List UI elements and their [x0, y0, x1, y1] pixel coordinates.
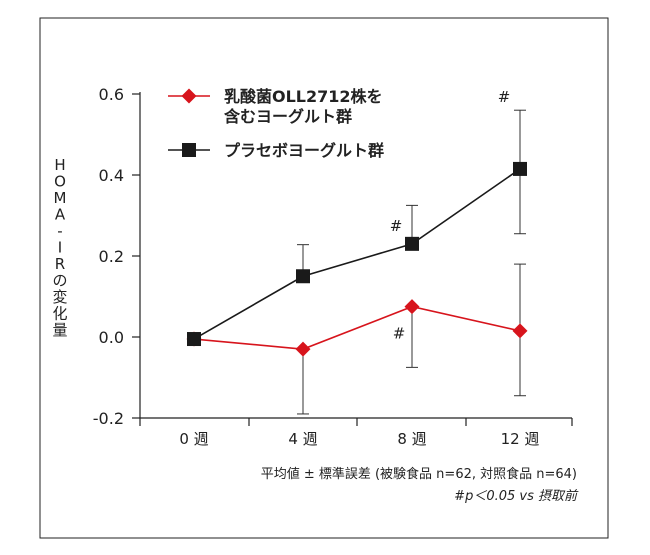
legend-square-marker [182, 143, 196, 157]
series-markers [186, 161, 528, 357]
data-point-square [187, 332, 201, 347]
legend-label: 含むヨーグルト群 [224, 107, 352, 126]
y-tick-label: 0.4 [99, 166, 124, 185]
significance-mark: # [393, 325, 406, 343]
data-point-diamond [404, 299, 420, 315]
footnote-significance: #p＜0.05 vs 摂取前 [454, 489, 579, 504]
x-tick-label: 4 週 [288, 430, 317, 448]
significance-mark: # [390, 217, 403, 235]
y-axis-label: H O M A -I R の変化量 [52, 156, 67, 339]
x-tick-label: 8 週 [397, 430, 426, 448]
series-line-0 [193, 305, 521, 350]
chart-frame [39, 17, 609, 539]
series-line-1 [193, 168, 521, 340]
data-point-square [513, 161, 527, 176]
y-tick-label: 0.2 [99, 247, 124, 266]
axes: -0.2 0.0 0.2 0.4 0.6 0 週 4 週 8 週 12 週 [93, 85, 573, 448]
y-tick-label: -0.2 [93, 409, 124, 428]
error-bars [297, 109, 526, 415]
legend-label: プラセボヨーグルト群 [224, 141, 384, 160]
significance-annotations: # # # [390, 88, 511, 342]
y-tick-label: 0.0 [99, 328, 124, 347]
footnote-stats: 平均値 ± 標準誤差 (被験食品 n=62, 対照食品 n=64) [261, 466, 577, 482]
legend-label: 乳酸菌OLL2712株を [224, 87, 383, 106]
legend-diamond-marker [181, 88, 197, 104]
x-tick-label: 0 週 [179, 430, 208, 448]
y-tick-label: 0.6 [99, 85, 124, 104]
x-tick-label: 12 週 [501, 430, 540, 448]
data-point-square [405, 236, 419, 251]
data-point-diamond [295, 341, 311, 357]
data-point-square [296, 269, 310, 284]
significance-mark: # [498, 88, 511, 106]
series-lines [193, 168, 521, 350]
data-point-diamond [512, 323, 528, 339]
